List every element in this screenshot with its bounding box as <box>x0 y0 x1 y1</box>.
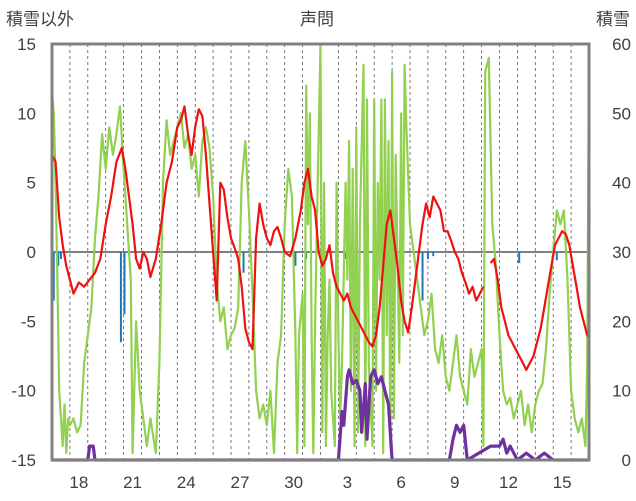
precip-bar <box>421 252 424 301</box>
green-series-line <box>50 42 591 455</box>
x-tick-label: 15 <box>553 473 572 492</box>
plot-frame <box>50 42 591 462</box>
left-axis-label: 積雪以外 <box>6 10 74 29</box>
y-right-tick-label: 20 <box>612 312 631 331</box>
y-right-tick-label: 50 <box>612 104 631 123</box>
y-right-tick-label: 60 <box>612 35 631 54</box>
temperature-line <box>51 105 485 351</box>
snow-depth-line <box>52 368 589 462</box>
x-tick-label: 24 <box>177 473 196 492</box>
y-right-tick-label: 0 <box>622 451 631 470</box>
right-axis-label: 積雪 <box>596 10 630 29</box>
precip-bar <box>344 252 347 259</box>
x-tick-label: 18 <box>69 473 88 492</box>
precip-bar <box>426 252 429 259</box>
y-right-tick-label: 30 <box>612 243 631 262</box>
temperature-line <box>489 230 590 371</box>
precip-bar <box>242 252 245 273</box>
precip-bar <box>518 252 521 264</box>
x-tick-label: 3 <box>343 473 352 492</box>
y-left-tick-label: -10 <box>11 382 36 401</box>
precip-bar <box>119 252 122 343</box>
y-left-tick-label: 10 <box>17 104 36 123</box>
x-ticks: 18 21 24 27 30 3 6 9 12 15 <box>69 473 571 492</box>
line-series <box>50 42 591 462</box>
y-left-tick-label: 5 <box>27 174 36 193</box>
x-tick-label: 21 <box>123 473 142 492</box>
x-tick-label: 12 <box>499 473 518 492</box>
precip-bar <box>57 252 60 266</box>
y-left-tick-label: -15 <box>11 451 36 470</box>
precip-bar <box>59 252 62 259</box>
precip-bar <box>432 252 435 257</box>
y-right-ticks: 60 50 40 30 20 10 0 <box>612 35 631 470</box>
y-right-tick-label: 40 <box>612 174 631 193</box>
x-tick-label: 6 <box>396 473 405 492</box>
precip-bar <box>294 252 297 266</box>
chart-title: 声問 <box>300 10 334 29</box>
x-tick-label: 30 <box>284 473 303 492</box>
y-left-ticks: 15 10 5 0 -5 -10 -15 <box>11 35 36 470</box>
x-tick-label: 27 <box>230 473 249 492</box>
precip-bar <box>555 252 558 261</box>
y-left-tick-label: 15 <box>17 35 36 54</box>
y-left-tick-label: 0 <box>27 243 36 262</box>
precip-bar <box>52 252 55 301</box>
y-left-tick-label: -5 <box>21 312 36 331</box>
y-right-tick-label: 10 <box>612 382 631 401</box>
x-tick-label: 9 <box>450 473 459 492</box>
precip-bar <box>123 252 126 315</box>
